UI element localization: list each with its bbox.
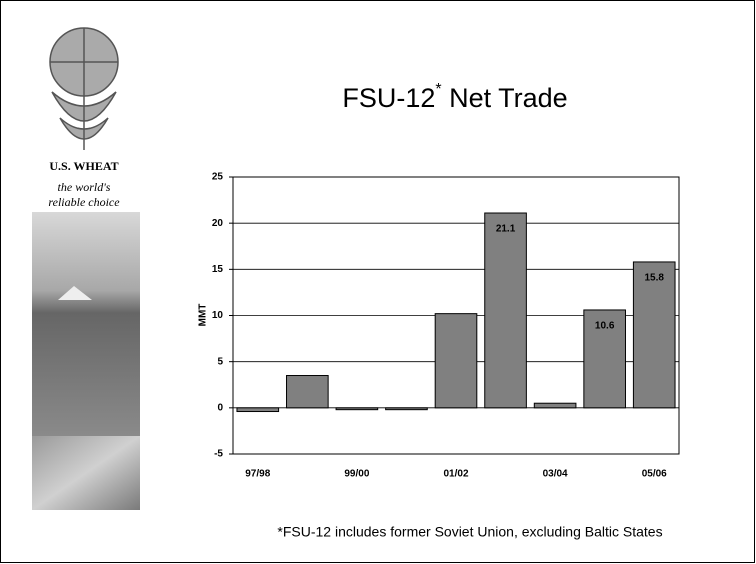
value-label: 15.8 bbox=[644, 273, 664, 284]
brand-name: U.S. WHEAT bbox=[49, 159, 118, 173]
x-tick-label: 01/02 bbox=[443, 469, 468, 480]
bar bbox=[583, 309, 626, 409]
y-tick-label: 5 bbox=[217, 356, 223, 367]
bar bbox=[484, 212, 527, 409]
logo bbox=[49, 27, 119, 150]
title-superscript: * bbox=[435, 81, 441, 98]
x-tick-label: 03/04 bbox=[543, 469, 568, 480]
bar bbox=[533, 402, 577, 409]
bar bbox=[434, 313, 478, 409]
footnote: *FSU-12 includes former Soviet Union, ex… bbox=[277, 524, 662, 540]
y-tick-label: 20 bbox=[212, 218, 224, 229]
bar bbox=[286, 375, 329, 409]
y-tick-label: 10 bbox=[212, 310, 224, 321]
wheat-photo bbox=[32, 436, 140, 510]
bar bbox=[335, 407, 379, 411]
title-rest: Net Trade bbox=[442, 83, 568, 113]
y-tick-label: 25 bbox=[212, 172, 224, 183]
x-tick-label: 99/00 bbox=[344, 469, 369, 480]
brand-tagline: reliable choice bbox=[48, 195, 120, 209]
chart: FSU-12* Net Trade MMT *FSU-12 includes f… bbox=[198, 81, 663, 539]
bar bbox=[385, 407, 428, 411]
y-tick-label: 0 bbox=[217, 402, 223, 413]
y-tick-label: 15 bbox=[212, 264, 224, 275]
brand-tagline: the world's bbox=[58, 180, 111, 194]
value-label: 10.6 bbox=[595, 321, 615, 332]
x-tick-label: 97/98 bbox=[245, 469, 270, 480]
y-axis-label: MMT bbox=[198, 304, 209, 327]
chart-title: FSU-12* Net Trade bbox=[342, 81, 567, 113]
bar bbox=[236, 407, 280, 413]
landscape-photo bbox=[32, 212, 140, 436]
value-label: 21.1 bbox=[496, 224, 516, 235]
title-main: FSU-12 bbox=[342, 83, 435, 113]
y-tick-label: -5 bbox=[214, 449, 223, 460]
bar bbox=[632, 261, 676, 409]
mountain bbox=[58, 286, 92, 300]
x-tick-label: 05/06 bbox=[642, 469, 667, 480]
